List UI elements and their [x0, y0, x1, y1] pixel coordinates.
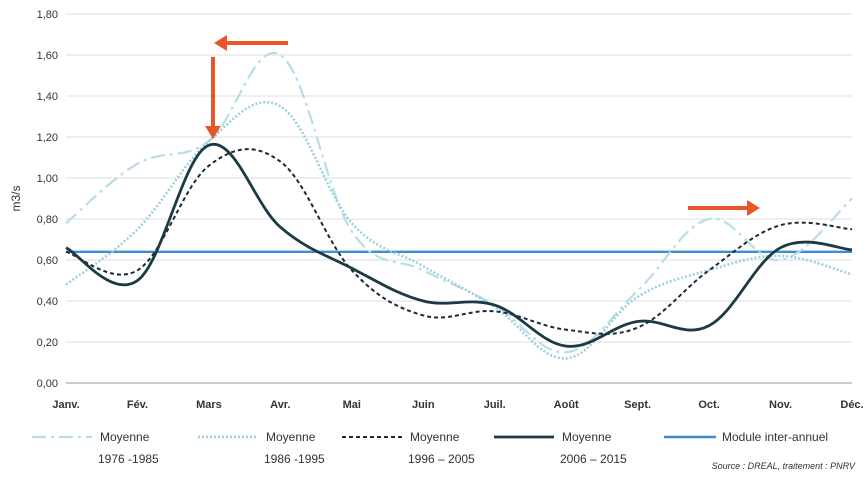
arrow-head: [747, 200, 760, 216]
legend-item-module: Module inter-annuel: [664, 430, 828, 444]
y-tick-label: 1,20: [37, 132, 58, 144]
legend-label: Moyenne: [410, 430, 460, 444]
series-line-1: [65, 51, 853, 354]
legend-label: Moyenne: [100, 430, 150, 444]
legend-item-1: Moyenne 1976 -1985: [32, 430, 159, 466]
x-tick-label: Sept.: [624, 399, 651, 411]
x-tick-label: Oct.: [698, 399, 719, 411]
legend-label-years: 1976 -1985: [98, 452, 159, 466]
arrow-head: [205, 126, 221, 139]
y-axis-label: m3/s: [9, 185, 23, 211]
y-tick-label: 0,40: [37, 296, 58, 308]
arrow-down: [205, 57, 221, 139]
y-tick-label: 1,00: [37, 173, 58, 185]
legend-label-years: 1986 -1995: [264, 452, 325, 466]
legend-label-years: 1996 – 2005: [408, 452, 475, 466]
series-line-4: [65, 142, 853, 348]
y-tick-label: 1,40: [37, 91, 58, 103]
legend-item-3: Moyenne 1996 – 2005: [342, 430, 475, 466]
arrow-right: [688, 200, 760, 216]
y-tick-label: 1,80: [37, 9, 58, 21]
x-tick-label: Janv.: [52, 399, 79, 411]
legend-item-2: Moyenne 1986 -1995: [198, 430, 325, 466]
y-tick-label: 0,80: [37, 214, 58, 226]
legend-label: Moyenne: [266, 430, 316, 444]
series-line-2: [65, 100, 853, 360]
x-tick-label: Mars: [196, 399, 222, 411]
x-tick-label: Déc.: [840, 399, 863, 411]
x-tick-label: Mai: [343, 399, 361, 411]
series-line-3: [65, 148, 853, 335]
arrow-head: [214, 35, 227, 51]
legend-label: Moyenne: [562, 430, 612, 444]
chart-grid: [66, 13, 852, 384]
x-tick-label: Août: [554, 399, 579, 411]
annotation-arrows: [205, 35, 760, 216]
x-tick-label: Nov.: [769, 399, 792, 411]
x-tick-label: Juil.: [484, 399, 506, 411]
x-axis-ticks: Janv. Fév. Mars Avr. Mai Juin Juil. Août Sept. Oc…: [52, 399, 863, 411]
x-tick-label: Avr.: [270, 399, 290, 411]
arrow-left: [214, 35, 288, 51]
legend-label-years: 2006 – 2015: [560, 452, 627, 466]
x-tick-label: Juin: [412, 399, 435, 411]
source-note: Source : DREAL, traitement : PNRV: [712, 461, 856, 471]
y-tick-label: 0,60: [37, 255, 58, 267]
y-tick-label: 0,00: [37, 378, 58, 390]
y-tick-label: 1,60: [37, 50, 58, 62]
y-axis-ticks: 0,00 0,20 0,40 0,60 0,80 1,00 1,20 1,40 1,60 1,80: [37, 9, 58, 390]
series-lines: [65, 51, 853, 360]
y-tick-label: 0,20: [37, 337, 58, 349]
legend-item-4: Moyenne 2006 – 2015: [494, 430, 627, 466]
legend-label: Module inter-annuel: [722, 430, 828, 444]
x-tick-label: Fév.: [127, 399, 148, 411]
